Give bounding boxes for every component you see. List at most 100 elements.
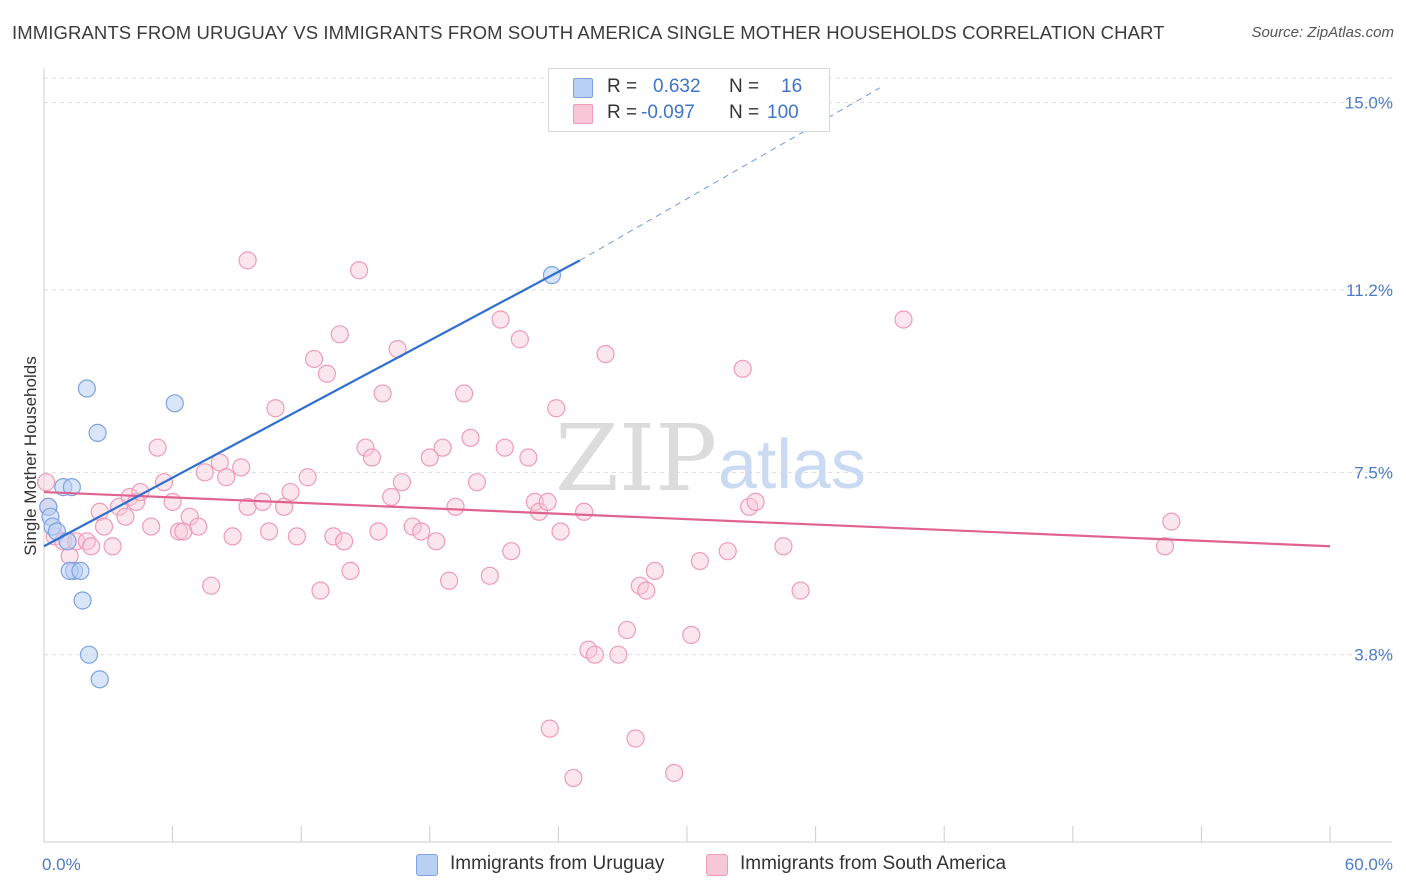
uruguay-swatch xyxy=(573,78,593,98)
south-america-point xyxy=(467,473,487,492)
south-america-point xyxy=(369,522,388,541)
watermark-zip: ZIP xyxy=(555,405,717,512)
south-america-point xyxy=(217,468,236,487)
south-america-point xyxy=(690,551,709,571)
south-america-point xyxy=(169,522,189,541)
uruguay-point xyxy=(62,478,81,497)
uruguay-legend-swatch xyxy=(416,854,438,876)
south-america-point xyxy=(733,359,752,378)
south-america-point xyxy=(349,261,369,280)
south-america-point xyxy=(334,532,354,551)
south-america-point xyxy=(412,522,431,541)
south-america-point xyxy=(617,620,637,640)
south-america-point xyxy=(446,497,465,516)
legend-n-value-uruguay: 16 xyxy=(781,76,803,97)
south-america-point xyxy=(223,527,242,546)
south-america-point xyxy=(189,517,208,536)
south-america-point xyxy=(94,517,114,536)
south-america-point xyxy=(427,532,446,551)
south-america-point xyxy=(281,482,300,502)
south-america-point xyxy=(392,473,412,492)
chart-source: Source: ZipAtlas.com xyxy=(1251,24,1394,41)
legend-r-value-south-america: -0.097 xyxy=(641,102,695,123)
south-america-points xyxy=(37,251,1181,788)
south-america-point xyxy=(547,399,566,418)
south-america-point xyxy=(551,522,570,541)
south-america-point xyxy=(540,719,559,738)
south-america-point xyxy=(373,384,392,403)
south-america-point xyxy=(894,310,913,329)
south-america-point xyxy=(645,561,664,581)
south-america-point xyxy=(1162,512,1181,531)
south-america-point xyxy=(266,399,285,418)
south-america-point xyxy=(238,251,257,270)
south-america-point xyxy=(298,468,317,487)
watermark-atlas: atlas xyxy=(718,425,866,503)
south-america-trend-line xyxy=(43,490,1331,548)
uruguay-point xyxy=(88,423,107,442)
y-tick-label: 11.2% xyxy=(1346,281,1393,300)
legend-n-value-south-america: 100 xyxy=(767,102,799,123)
south-america-point xyxy=(232,458,251,477)
uruguay-trend-line xyxy=(43,259,581,548)
south-america-point xyxy=(362,448,382,467)
uruguay-point xyxy=(165,394,184,413)
south-america-legend-swatch xyxy=(706,854,728,876)
watermark: ZIP atlas xyxy=(555,405,866,512)
south-america-point xyxy=(519,448,538,467)
south-america-point xyxy=(637,581,656,600)
uruguay-point xyxy=(79,645,99,664)
south-america-point xyxy=(495,438,514,457)
south-america-point xyxy=(163,492,182,511)
south-america-swatch xyxy=(573,104,593,124)
y-tick-labels: 3.8% 7.5% 11.2% 15.0% xyxy=(1345,94,1393,665)
south-america-point xyxy=(324,527,343,546)
south-america-point xyxy=(525,492,544,511)
south-america-point xyxy=(774,537,793,556)
legend-n-label: N = xyxy=(729,102,760,123)
legend-n-label: N = xyxy=(729,76,760,97)
south-america-point xyxy=(718,542,737,561)
south-america-point xyxy=(37,473,56,492)
uruguay-legend-label: Immigrants from Uruguay xyxy=(450,853,665,874)
south-america-point xyxy=(439,571,459,590)
south-america-point xyxy=(195,463,214,482)
south-america-point xyxy=(259,522,279,541)
south-america-point xyxy=(304,349,324,369)
south-america-point xyxy=(585,645,604,664)
uruguay-point xyxy=(77,379,96,398)
uruguay-point xyxy=(90,670,109,689)
south-america-point xyxy=(491,310,510,329)
south-america-point xyxy=(82,537,101,556)
south-america-point xyxy=(502,542,521,561)
x-tick-labels: 0.0% 60.0% xyxy=(42,855,1393,874)
south-america-point xyxy=(142,517,161,536)
south-america-point xyxy=(116,507,135,526)
x-tick-label: 60.0% xyxy=(1345,855,1393,874)
south-america-point xyxy=(454,384,474,403)
south-america-point xyxy=(538,492,557,511)
south-america-point xyxy=(330,325,349,344)
south-america-point xyxy=(202,576,221,595)
south-america-point xyxy=(311,581,330,600)
south-america-point xyxy=(609,645,628,664)
south-america-point xyxy=(317,364,337,383)
south-america-point xyxy=(564,768,583,788)
legend-r-label: R = xyxy=(607,76,638,97)
south-america-point xyxy=(510,330,529,349)
south-america-point xyxy=(626,729,645,748)
south-america-point xyxy=(341,561,360,581)
uruguay-point xyxy=(58,532,77,551)
south-america-point xyxy=(356,438,375,457)
south-america-point xyxy=(746,492,765,511)
south-america-point xyxy=(103,537,122,556)
y-axis-label: Single Mother Households xyxy=(21,356,40,555)
chart-title: IMMIGRANTS FROM URUGUAY VS IMMIGRANTS FR… xyxy=(12,22,1165,43)
south-america-point xyxy=(596,344,615,364)
axes xyxy=(43,68,1392,843)
south-america-legend-label: Immigrants from South America xyxy=(740,853,1007,874)
uruguay-point xyxy=(73,591,92,610)
south-america-point xyxy=(148,438,167,457)
y-tick-label: 3.8% xyxy=(1354,646,1393,665)
